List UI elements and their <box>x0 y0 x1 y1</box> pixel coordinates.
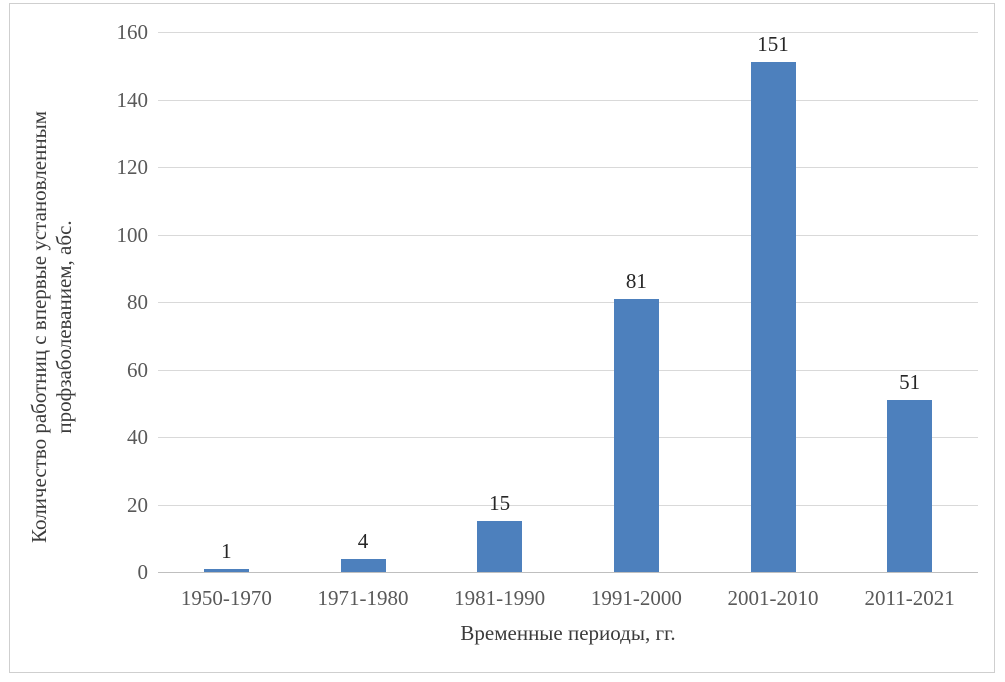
gridline-y-140 <box>158 99 978 101</box>
x-tick-label-1971-1980: 1971-1980 <box>317 586 409 610</box>
gridline-y-120 <box>158 167 978 168</box>
bar-1971-1980 <box>340 558 386 572</box>
bar-1950-1970 <box>203 568 249 572</box>
y-axis-title-line-1: Количество работниц с впервые установлен… <box>27 111 51 543</box>
y-tick-label-160: 160 <box>116 20 149 44</box>
x-axis-title: Временные периоды, гг. <box>460 621 676 645</box>
y-tick-label-80: 80 <box>127 290 148 314</box>
bar-1981-1990 <box>477 521 523 572</box>
y-tick-label-60: 60 <box>127 357 148 382</box>
gridline-y-100 <box>158 234 978 236</box>
gridline-y-80 <box>158 302 978 303</box>
y-tick-label-140: 140 <box>116 87 149 112</box>
gridline-y-40 <box>158 437 978 438</box>
x-tick-label-1991-2000: 1991-2000 <box>590 586 682 610</box>
y-tick-label-0: 0 <box>137 560 149 584</box>
y-axis-tick-labels: 0 20 40 60 80 100 120 140 160 <box>60 21 149 583</box>
y-tick-label-100: 100 <box>116 222 149 247</box>
bar-2011-2021 <box>887 399 933 572</box>
bar-value-label-2001-2010: 151 <box>757 32 789 57</box>
x-tick-label-1950-1970: 1950-1970 <box>180 586 272 610</box>
x-tick-label-2011-2021: 2011-2021 <box>864 586 955 610</box>
bar-value-label-1991-2000: 81 <box>625 268 647 293</box>
x-tick-label-1981-1990: 1981-1990 <box>454 586 546 610</box>
plot-area: 1 4 15 81 151 51 <box>158 32 978 572</box>
bar-value-label-1971-1980: 4 <box>357 528 369 553</box>
bar-value-label-1981-1990: 15 <box>489 491 511 516</box>
figure-border <box>9 3 995 673</box>
bar-1991-2000 <box>613 298 659 572</box>
y-tick-label-20: 20 <box>127 492 148 517</box>
bar-value-label-1950-1970: 1 <box>221 538 232 563</box>
bar-2001-2010 <box>750 62 796 572</box>
x-axis-tick-labels: 1950-1970 1971-1980 1981-1990 1991-2000 2001… <box>158 586 978 612</box>
gridline-y-160 <box>158 32 978 33</box>
gridline-y-20 <box>158 504 978 506</box>
gridline-y-60 <box>158 369 978 371</box>
bar-value-label-2011-2021: 51 <box>899 369 921 394</box>
y-tick-label-40: 40 <box>127 425 148 449</box>
y-tick-label-120: 120 <box>116 155 149 179</box>
x-axis-line <box>158 572 978 573</box>
x-tick-label-2001-2010: 2001-2010 <box>727 586 819 610</box>
